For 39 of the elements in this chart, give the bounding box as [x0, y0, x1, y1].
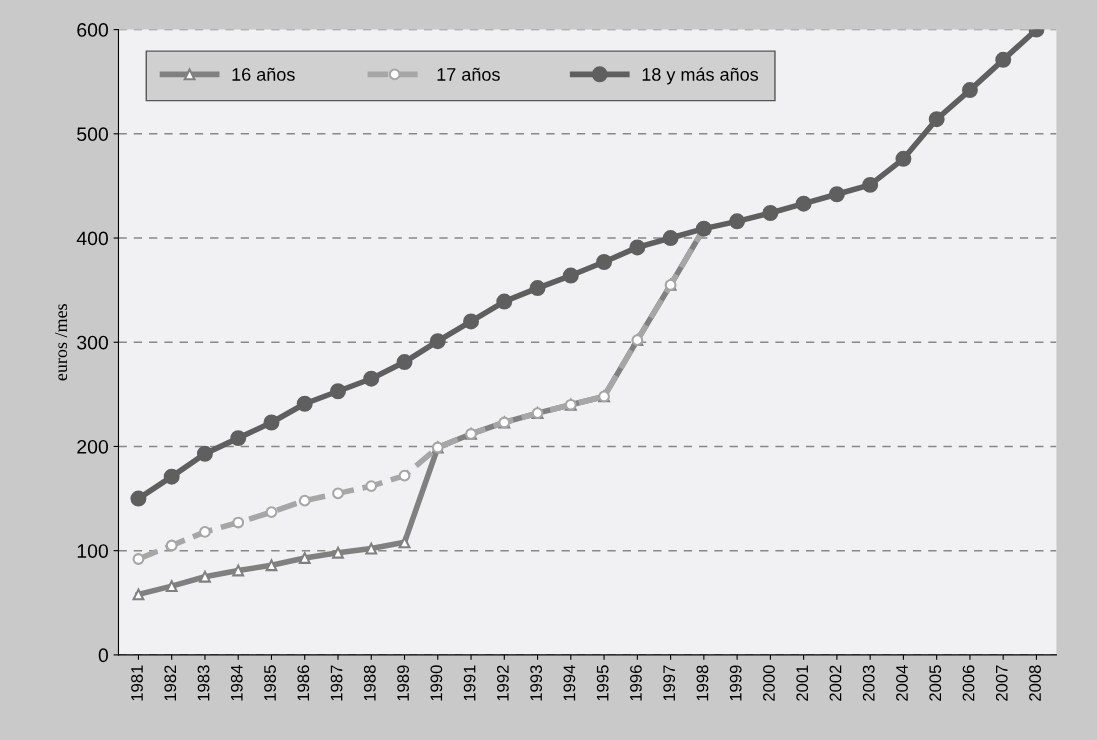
x-tick-label: 1987 [330, 665, 343, 701]
x-tick-label: 2000 [763, 665, 775, 701]
x-tick-label: 1988 [363, 665, 376, 701]
x-tick-label: 1991 [463, 665, 476, 701]
legend-label: 17 años [437, 67, 500, 81]
x-tick-label: 2005 [929, 665, 942, 701]
x-tick-label: 2002 [829, 665, 842, 701]
x-tick-label: 2003 [862, 665, 875, 701]
x-tick-label: 1984 [230, 665, 243, 701]
x-tick-label: 1992 [496, 665, 509, 701]
y-tick-label: 400 [76, 231, 108, 246]
y-tick-label: 200 [77, 439, 108, 454]
x-tick-label: 1993 [530, 665, 543, 701]
y-tick-label: 500 [77, 127, 108, 142]
legend-label: 16 años [232, 67, 295, 81]
x-tick-label: 1986 [297, 665, 310, 701]
legend-label: 18 y más años [642, 67, 759, 85]
x-tick-label: 2007 [995, 665, 1008, 701]
x-tick-label: 1999 [729, 665, 742, 701]
y-tick-label: 300 [77, 335, 108, 350]
x-tick-label: 2004 [896, 665, 908, 701]
x-tick-label: 1995 [596, 665, 609, 701]
x-tick-label: 1982 [164, 665, 177, 701]
x-tick-label: 1985 [264, 665, 276, 701]
x-tick-label: 2006 [962, 665, 975, 701]
x-tick-label: 2008 [1029, 665, 1041, 701]
x-tick-label: 1990 [430, 665, 443, 701]
y-tick-label: 0 [98, 648, 108, 663]
y-axis-title: euros /mes [55, 304, 68, 381]
x-tick-label: 2001 [796, 665, 809, 701]
x-tick-label: 1994 [563, 665, 576, 701]
x-tick-label: 1989 [397, 665, 409, 701]
x-tick-label: 1983 [197, 665, 210, 701]
y-tick-label: 600 [77, 23, 108, 37]
x-tick-label: 1981 [131, 665, 143, 701]
x-tick-label: 1997 [663, 665, 676, 701]
y-tick-label: 100 [77, 544, 108, 558]
x-tick-label: 1998 [696, 665, 709, 701]
x-tick-label: 1996 [630, 665, 642, 701]
